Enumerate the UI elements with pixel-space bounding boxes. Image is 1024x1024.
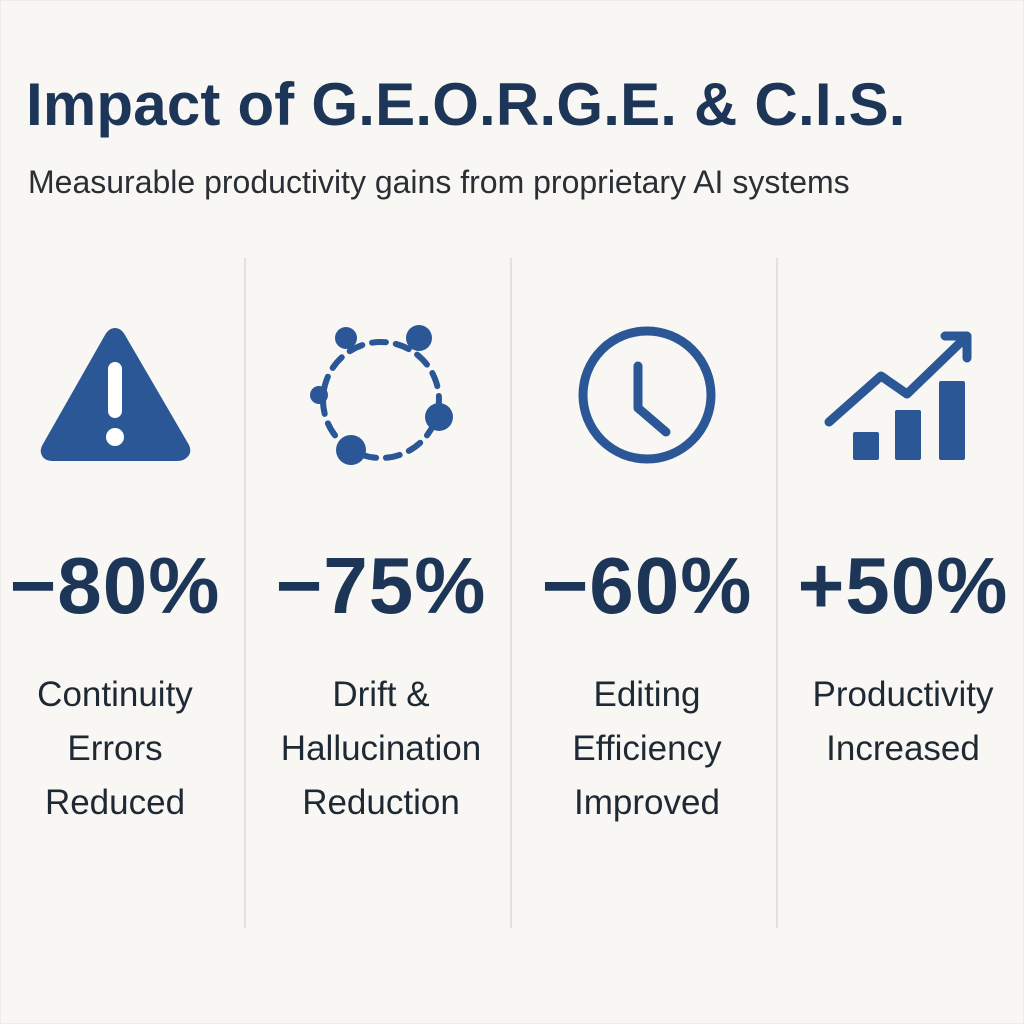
metric-label: Continuity Errors Reduced [37, 675, 193, 822]
column-divider [776, 258, 778, 928]
metric-value: −80% [9, 541, 221, 630]
column-divider [244, 258, 246, 928]
metric-card-productivity: +50% Productivity Increased [782, 300, 1024, 860]
cycle-dots-icon [301, 320, 461, 475]
metric-value: +50% [797, 541, 1009, 630]
column-divider [510, 258, 512, 928]
metric-label: Drift & Hallucination Reduction [280, 675, 482, 822]
growth-chart-icon [823, 320, 983, 475]
clock-icon [572, 320, 722, 475]
page-subtitle: Measurable productivity gains from propr… [28, 164, 850, 200]
page-title: Impact of G.E.O.R.G.E. & C.I.S. [26, 71, 906, 138]
metric-value: −60% [541, 541, 753, 630]
metric-label: Editing Efficiency Improved [572, 675, 722, 822]
metric-card-drift-hallucination: −75% Drift & Hallucination Reduction [250, 300, 512, 860]
metric-card-continuity-errors: −80% Continuity Errors Reduced [0, 300, 230, 860]
metric-label: Productivity Increased [812, 675, 994, 768]
metric-card-editing-efficiency: −60% Editing Efficiency Improved [516, 300, 778, 860]
warning-icon [35, 320, 195, 470]
metric-value: −75% [275, 541, 487, 630]
